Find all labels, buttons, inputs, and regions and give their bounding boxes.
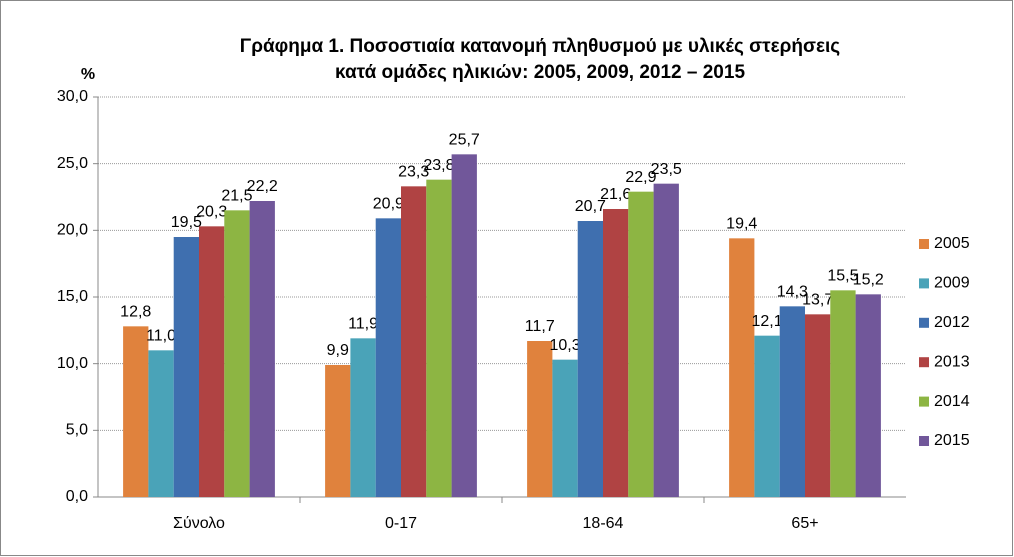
legend-label: 2012: [934, 314, 970, 331]
data-label: 21,6: [600, 186, 631, 203]
data-label: 21,5: [221, 188, 252, 205]
data-label: 15,2: [853, 272, 884, 289]
data-label: 22,2: [247, 178, 278, 195]
data-label: 20,3: [196, 204, 227, 221]
x-tick-label: 65+: [791, 515, 818, 532]
y-tick-label: 25,0: [57, 155, 88, 172]
bar: [401, 186, 427, 498]
bar: [148, 350, 174, 497]
data-label: 10,3: [549, 337, 580, 354]
y-tick-label: 10,0: [57, 355, 88, 372]
data-label: 19,5: [171, 214, 202, 231]
legend-swatch: [919, 357, 929, 368]
bar: [375, 218, 401, 498]
bar: [224, 210, 250, 498]
data-label: 23,8: [423, 157, 454, 174]
data-label: 9,9: [327, 342, 349, 359]
data-label: 20,9: [373, 196, 404, 213]
data-label: 23,3: [398, 164, 429, 181]
y-tick-label: 15,0: [57, 288, 88, 305]
bar: [426, 179, 452, 497]
data-label: 15,5: [827, 268, 858, 285]
data-label: 23,5: [651, 161, 682, 178]
bar: [123, 326, 149, 497]
y-tick-label: 30,0: [57, 88, 88, 105]
y-tick-label: 5,0: [66, 422, 88, 439]
data-label: 19,4: [726, 216, 757, 233]
bar: [173, 237, 199, 497]
y-tick-label: 0,0: [66, 488, 88, 505]
bar: [805, 314, 831, 497]
bar: [779, 306, 805, 497]
bar: [451, 154, 477, 498]
bar: [552, 359, 578, 497]
bar: [729, 238, 755, 498]
data-label: 11,0: [146, 328, 176, 345]
chart-title: Γράφημα 1. Ποσοστιαία κατανομή πληθυσμού…: [240, 36, 841, 57]
data-label: 22,9: [625, 169, 656, 186]
bar: [325, 365, 351, 497]
bar: [653, 183, 679, 497]
data-label: 25,7: [449, 132, 480, 149]
y-axis-label: %: [81, 66, 95, 83]
bar: [603, 209, 629, 497]
legend-label: 2014: [934, 393, 970, 410]
legend-label: 2009: [934, 275, 970, 292]
chart-title: κατά ομάδες ηλικιών: 2005, 2009, 2012 – …: [335, 62, 745, 83]
bar: [830, 290, 856, 497]
bar: [527, 341, 553, 497]
data-label: 13,7: [802, 292, 833, 309]
bar: [754, 335, 780, 497]
data-label: 20,7: [575, 198, 606, 215]
data-label: 12,8: [120, 304, 151, 321]
bar: [855, 294, 881, 497]
legend-swatch: [919, 436, 929, 446]
legend-label: 2013: [934, 353, 970, 370]
data-label: 14,3: [777, 284, 808, 301]
y-tick-label: 20,0: [57, 222, 88, 239]
legend-swatch: [919, 396, 929, 407]
bar: [249, 201, 275, 497]
data-label: 12,1: [751, 313, 782, 330]
bar: [199, 226, 225, 498]
x-tick-label: Σύνολο: [173, 515, 225, 532]
legend-label: 2015: [934, 432, 970, 449]
legend-swatch: [919, 239, 929, 249]
x-tick-label: 18-64: [583, 515, 624, 532]
bar: [577, 221, 603, 497]
data-label: 11,9: [348, 316, 378, 333]
legend-label: 2005: [934, 235, 970, 252]
data-label: 11,7: [525, 318, 555, 335]
bar: [628, 191, 654, 497]
legend-swatch: [919, 278, 929, 289]
x-tick-label: 0-17: [385, 515, 417, 532]
legend-swatch: [919, 317, 929, 328]
bar: [350, 338, 376, 497]
